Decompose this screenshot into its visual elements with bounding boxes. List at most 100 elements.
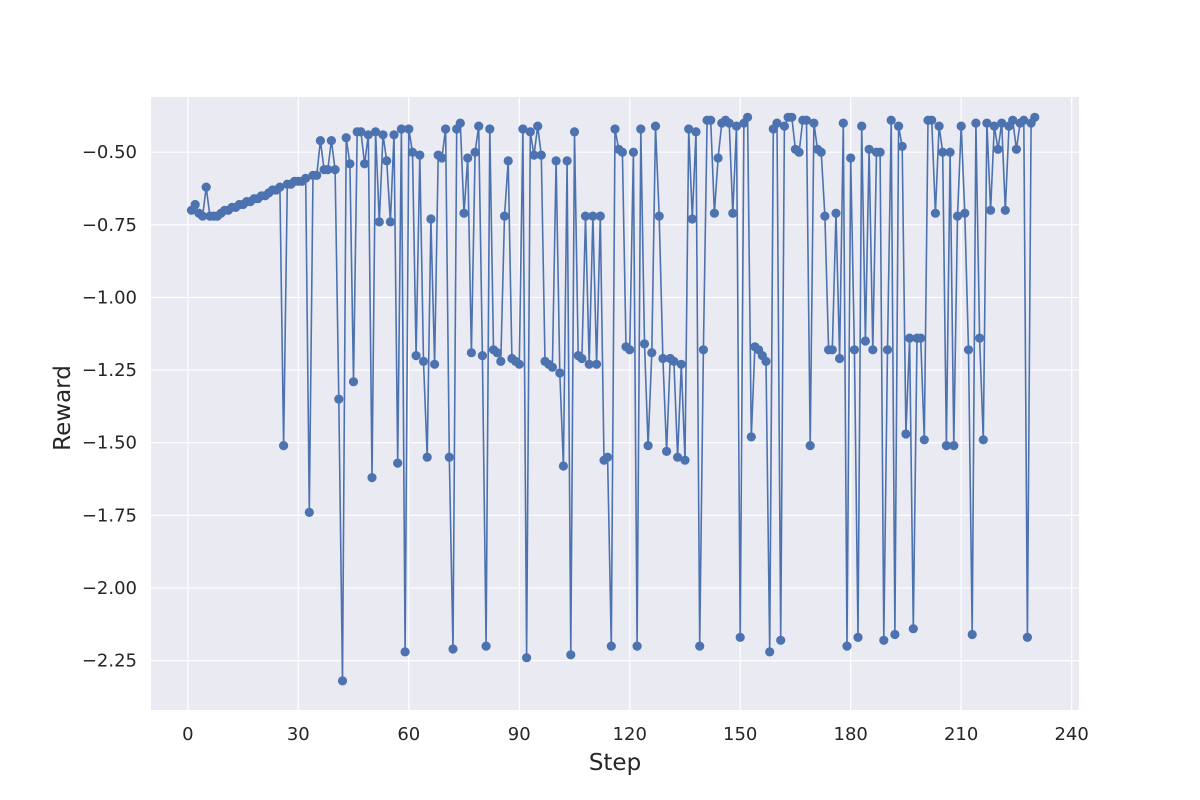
data-point	[816, 147, 826, 157]
data-point	[496, 356, 506, 366]
data-point	[809, 118, 819, 128]
data-point	[842, 641, 852, 651]
data-point	[982, 118, 992, 128]
data-point	[831, 208, 841, 218]
data-point	[901, 429, 911, 439]
data-point	[724, 118, 734, 128]
data-point	[367, 473, 377, 483]
data-point	[761, 356, 771, 366]
data-point	[485, 124, 495, 134]
data-point	[514, 359, 524, 369]
x-tick-label: 90	[508, 724, 531, 745]
data-point	[474, 121, 484, 131]
data-point	[606, 641, 616, 651]
data-point	[418, 356, 429, 366]
data-point	[378, 130, 388, 140]
x-tick-label: 60	[397, 724, 420, 745]
data-point	[975, 333, 985, 343]
data-point	[525, 127, 535, 137]
data-point	[695, 641, 705, 651]
data-point	[1011, 144, 1022, 154]
data-point	[470, 147, 480, 157]
data-points	[186, 112, 1040, 686]
y-tick-label: −2.25	[82, 651, 137, 672]
data-point	[444, 452, 454, 462]
data-point	[499, 211, 510, 221]
data-point	[639, 339, 650, 349]
data-point	[691, 127, 701, 137]
data-point	[731, 121, 742, 131]
data-point	[448, 644, 458, 654]
data-point	[566, 650, 576, 660]
data-point	[363, 130, 373, 140]
data-point	[776, 635, 786, 645]
data-point	[743, 112, 753, 122]
data-point	[684, 124, 694, 134]
data-point	[345, 159, 355, 169]
x-tick-label: 150	[723, 724, 757, 745]
data-point	[385, 217, 395, 227]
data-point	[628, 147, 639, 157]
data-point	[835, 353, 845, 364]
data-point	[927, 115, 937, 125]
data-point	[897, 141, 907, 151]
data-point	[459, 208, 469, 218]
data-point	[190, 199, 200, 210]
data-point	[326, 136, 336, 146]
data-point	[849, 345, 860, 355]
data-point	[337, 676, 348, 686]
data-point	[662, 446, 672, 456]
series-line	[190, 114, 1036, 681]
data-point	[879, 635, 889, 645]
y-tick-label: −1.25	[82, 360, 137, 381]
data-point	[374, 217, 384, 227]
data-point	[551, 156, 561, 166]
data-point	[989, 121, 999, 131]
data-point	[580, 211, 591, 221]
data-point	[547, 362, 558, 372]
x-tick-label: 0	[182, 724, 193, 745]
y-tick-label: −0.50	[82, 142, 137, 163]
data-point	[860, 336, 871, 346]
data-point	[466, 348, 476, 358]
data-point	[536, 150, 546, 160]
series-layer	[186, 112, 1040, 686]
data-point	[669, 356, 679, 366]
data-point	[765, 647, 775, 657]
data-point	[886, 115, 896, 125]
data-point	[558, 461, 569, 471]
data-point	[533, 121, 543, 131]
data-point	[997, 118, 1007, 128]
data-point	[934, 121, 944, 131]
data-point	[577, 353, 587, 364]
data-point	[1019, 115, 1029, 125]
data-point	[772, 118, 782, 128]
data-point	[949, 441, 959, 451]
data-point	[882, 345, 893, 355]
data-point	[654, 211, 664, 221]
data-point	[437, 153, 447, 163]
data-point	[430, 359, 440, 369]
data-point	[426, 214, 436, 224]
data-point	[529, 150, 539, 160]
data-point	[603, 452, 613, 462]
data-point	[1022, 632, 1032, 643]
data-point	[709, 208, 720, 218]
data-point	[658, 353, 668, 364]
data-point	[315, 136, 325, 146]
data-point	[396, 124, 406, 134]
data-point	[632, 641, 642, 651]
data-point	[853, 632, 863, 643]
data-point	[676, 359, 686, 369]
data-point	[905, 333, 915, 343]
data-point	[890, 629, 900, 640]
x-tick-label: 210	[944, 724, 978, 745]
data-point	[404, 124, 414, 134]
y-tick-labels: −2.25 −2.00 −1.75 −1.50 −1.25 −1.00 −0.75 −0.50	[82, 142, 137, 671]
x-axis-label: Step	[589, 750, 641, 776]
x-tick-label: 180	[834, 724, 868, 745]
data-point	[518, 124, 528, 134]
data-point	[555, 368, 565, 378]
data-point	[617, 147, 628, 157]
data-point	[706, 115, 716, 125]
